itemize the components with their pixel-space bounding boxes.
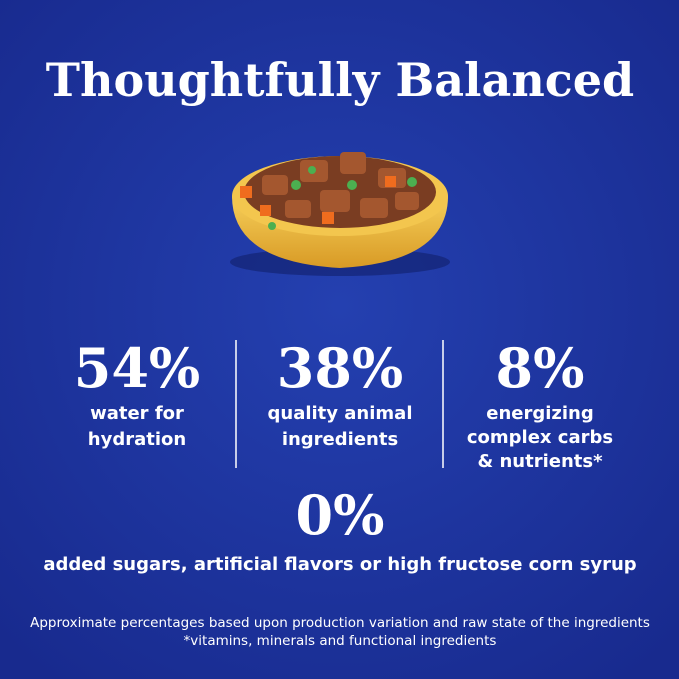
- highlight-text: added sugars, artificial flavors or high…: [43, 554, 636, 575]
- stat-value: 54%: [74, 336, 200, 400]
- title: Thoughtfully Balanced: [46, 53, 634, 107]
- stat-text: energizing: [486, 403, 594, 424]
- stat: 54% water for hydration: [74, 336, 200, 450]
- footnote: *vitamins, minerals and functional ingre…: [184, 633, 497, 649]
- stat: 8% energizing complex carbs & nutrients*: [467, 336, 613, 472]
- highlight-value: 0%: [296, 483, 385, 547]
- stat-text: ingredients: [282, 429, 398, 450]
- stat-text: hydration: [88, 429, 186, 450]
- stat-text: quality animal: [268, 403, 413, 424]
- food-bowl: [230, 152, 450, 276]
- stat-text: complex carbs: [467, 427, 613, 448]
- stat-value: 8%: [496, 336, 585, 400]
- stat-text: & nutrients*: [478, 451, 604, 472]
- footnote: Approximate percentages based upon produ…: [30, 615, 650, 631]
- stat-value: 38%: [277, 336, 403, 400]
- stat-text: water for: [90, 403, 184, 424]
- stat: 38% quality animal ingredients: [268, 336, 413, 450]
